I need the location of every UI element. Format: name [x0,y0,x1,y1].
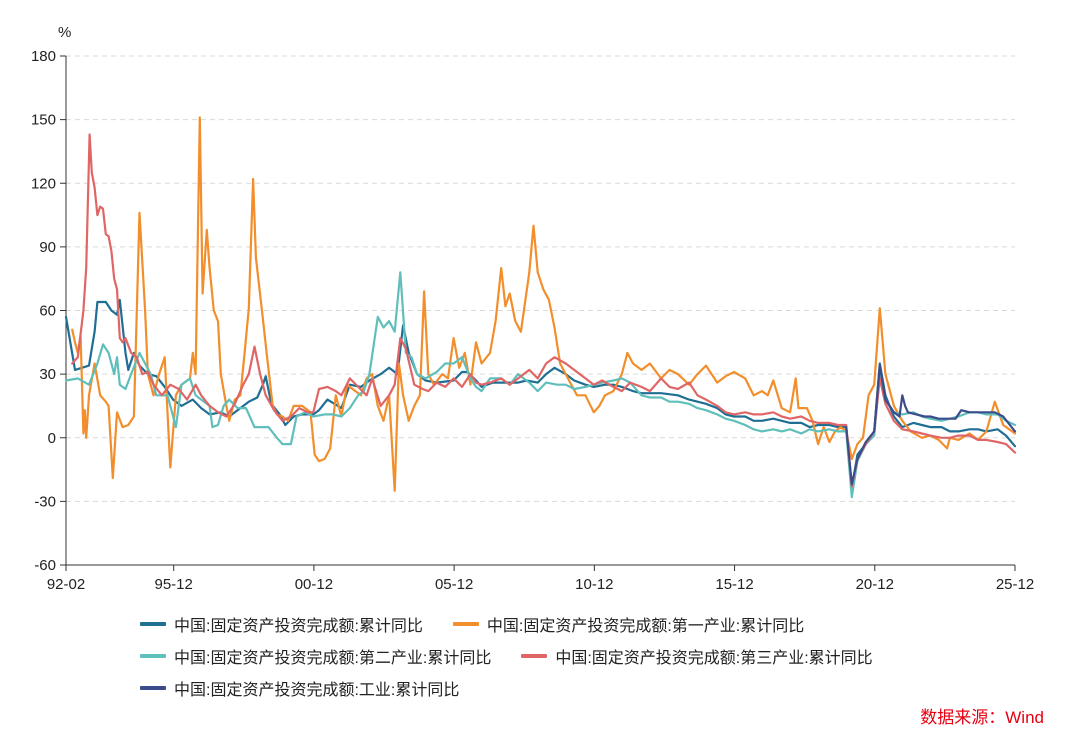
legend-item-secondary-industry: 中国:固定资产投资完成额:第二产业:累计同比 [140,644,491,668]
x-tick-label: 00-12 [295,576,333,593]
legend-swatch-secondary-industry [140,654,166,658]
x-tick-label: 05-12 [435,576,473,593]
series-line-total [64,298,1017,490]
y-tick-label: -60 [34,557,56,574]
legend-swatch-tertiary-industry [521,654,548,658]
y-tick-label: 90 [39,239,56,256]
legend-label-industrial: 中国:固定资产投资完成额:工业:累计同比 [174,682,460,699]
x-tick-label: 20-12 [856,576,894,593]
x-tick-label: 10-12 [575,576,613,593]
axes: -60 -30 0 30 60 90 120 150 180 92-02 95-12 00-12 05-… [31,48,1034,593]
x-tick-label: 25-12 [996,576,1034,593]
legend-item-industrial: 中国:固定资产投资完成额:工业:累计同比 [140,676,459,700]
legend-swatch-primary-industry [452,622,479,626]
x-tick-label: 95-12 [155,576,193,593]
y-tick-label: 150 [31,112,56,129]
legend-item-tertiary-industry: 中国:固定资产投资完成额:第三产业:累计同比 [521,644,873,668]
data-source: 数据来源：Wind [920,708,1044,727]
legend: 中国:固定资产投资完成额:累计同比 中国:固定资产投资完成额:第一产业:累计同比… [140,608,960,704]
x-tick-label: 15-12 [715,576,753,593]
legend-swatch-total [140,622,166,626]
y-tick-label: 0 [48,430,56,447]
legend-label-total: 中国:固定资产投资完成额:累计同比 [174,618,423,635]
x-tick-label: 92-02 [47,576,85,593]
y-axis-unit-label: % [58,24,71,41]
legend-label-tertiary-industry: 中国:固定资产投资完成额:第三产业:累计同比 [555,650,873,667]
y-tick-label: 120 [31,175,56,192]
y-tick-label: -30 [34,493,56,510]
series-line-secondary-industry [64,271,1017,499]
series-line-industrial [845,364,1017,486]
y-tick-label: 60 [39,303,56,320]
legend-item-primary-industry: 中国:固定资产投资完成额:第一产业:累计同比 [452,612,805,636]
series-line-tertiary-industry [71,133,1017,488]
y-tick-label: 180 [31,48,56,65]
y-tick-label: 30 [39,366,56,383]
legend-swatch-industrial [140,686,166,690]
legend-item-total: 中国:固定资产投资完成额:累计同比 [140,612,423,636]
legend-label-secondary-industry: 中国:固定资产投资完成额:第二产业:累计同比 [174,650,492,667]
line-chart: -60 -30 0 30 60 90 120 150 180 92-02 95-12 00-12 05-… [31,24,1034,593]
series-lines [64,116,1017,499]
legend-label-primary-industry: 中国:固定资产投资完成额:第一产业:累计同比 [486,618,805,635]
series-line-primary-industry [71,116,1017,492]
